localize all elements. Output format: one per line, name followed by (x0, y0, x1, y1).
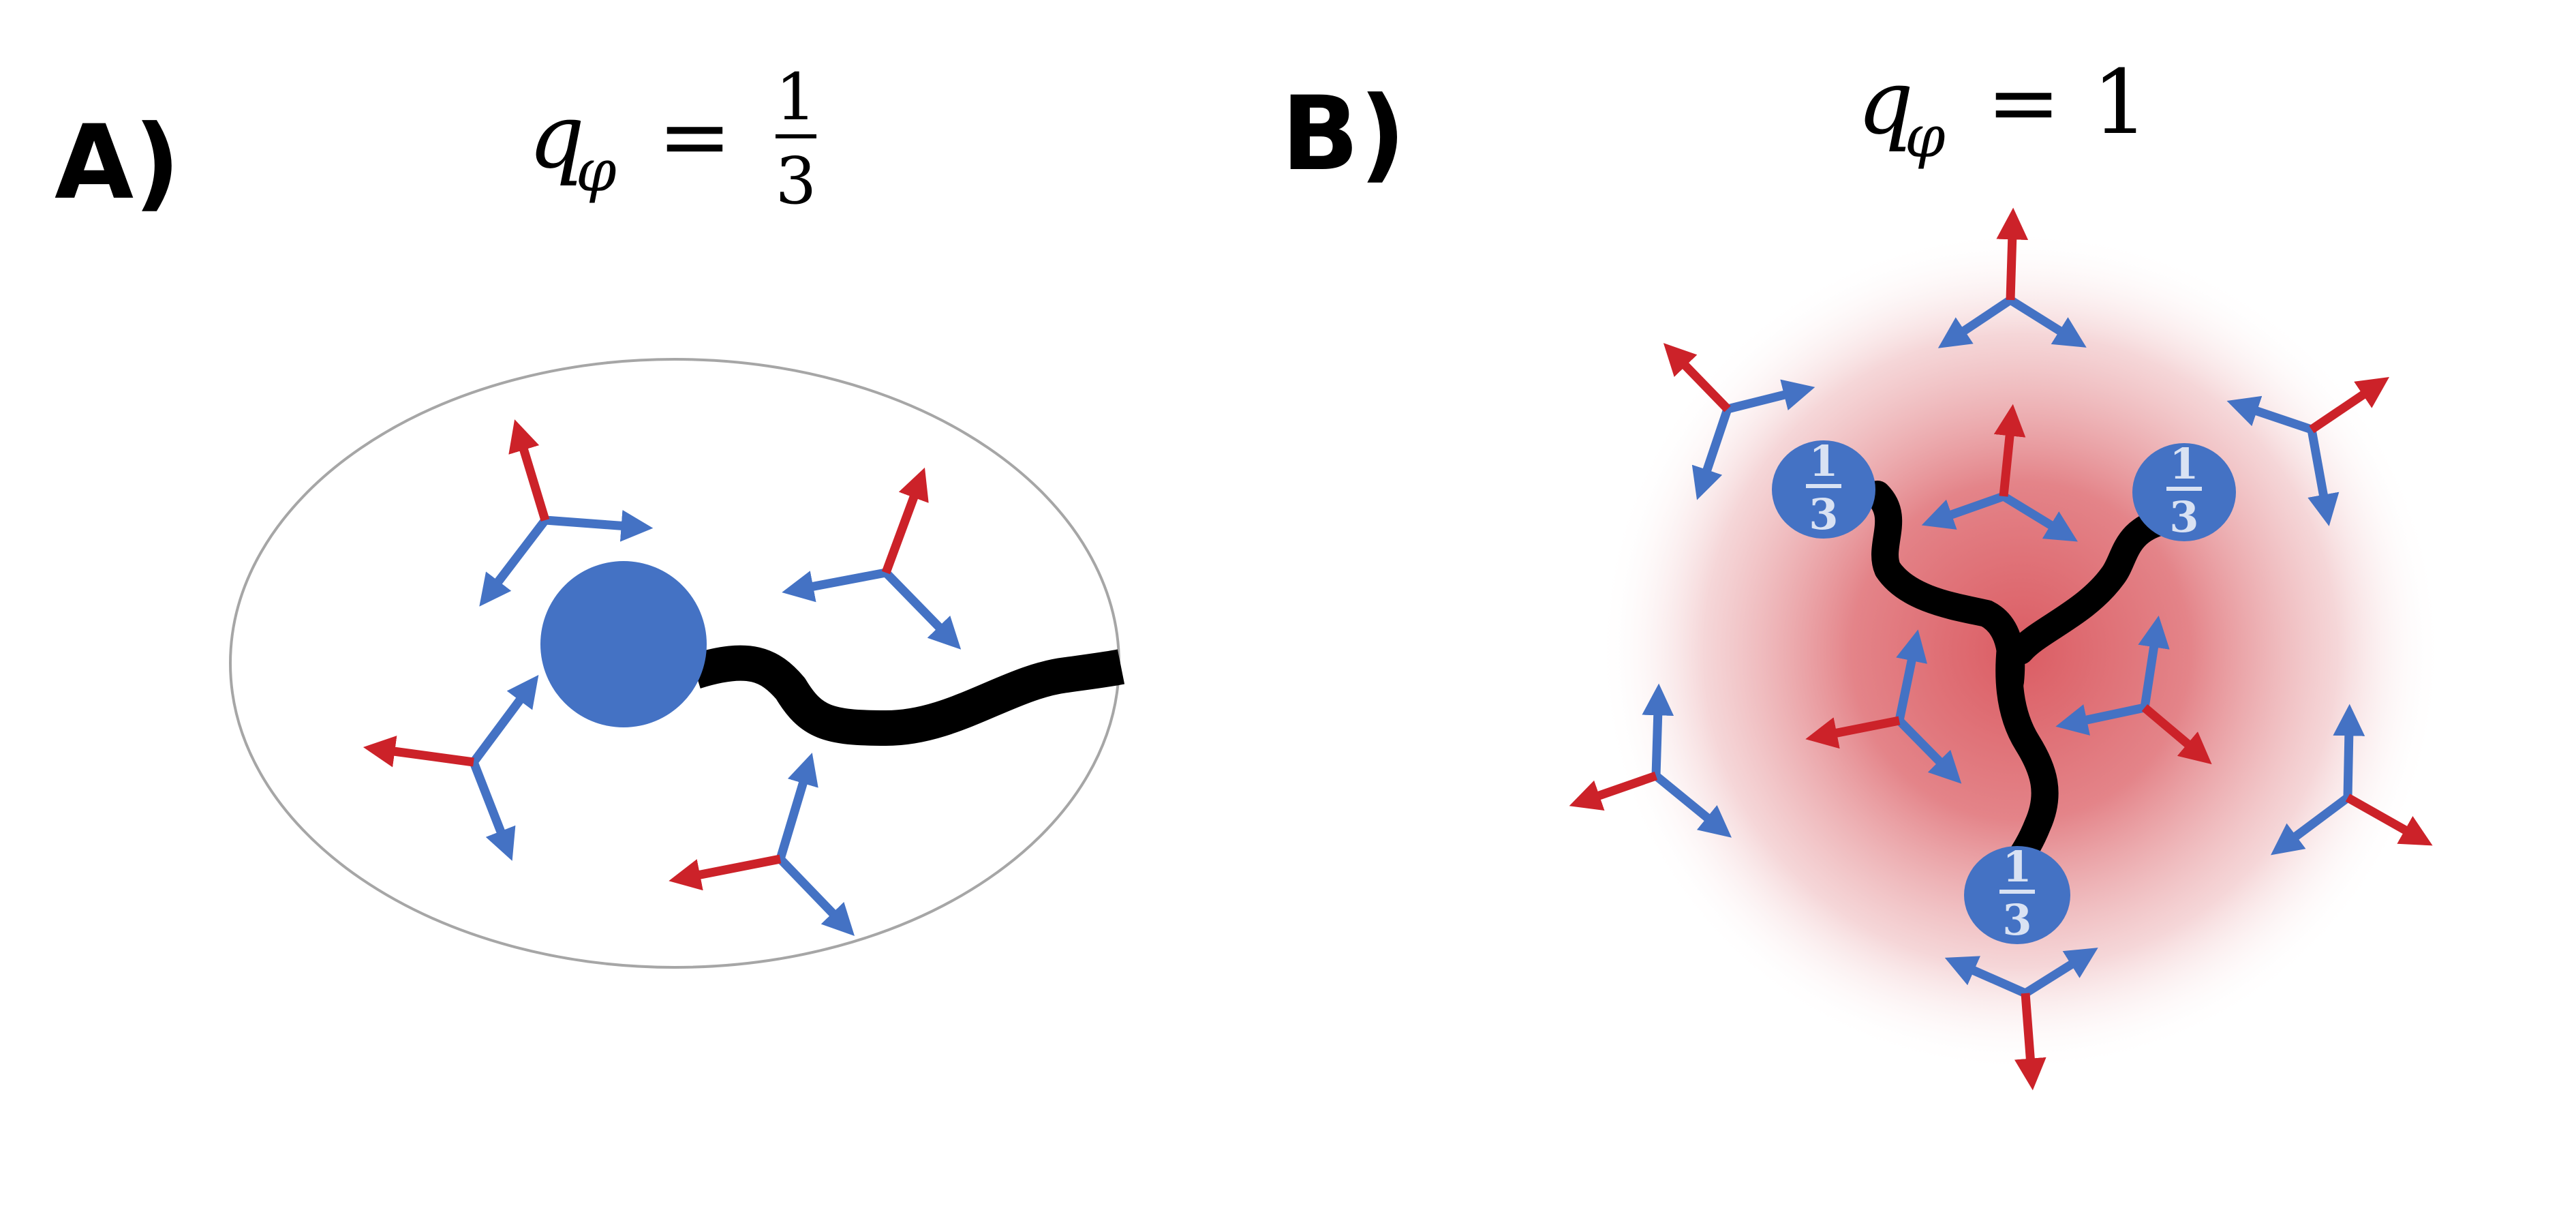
arrow-icon (1569, 771, 1658, 811)
arrow-triad-a2 (782, 467, 962, 650)
arrow-triad-b9 (1944, 948, 2098, 1091)
arrow-triad-b2 (1663, 343, 1815, 500)
quark-charge-denominator: 3 (1809, 489, 1838, 539)
charge-symbol: q (528, 85, 585, 188)
arrow-icon (1996, 207, 2029, 301)
arrow-icon (1642, 683, 1674, 776)
flux-string (690, 645, 1125, 746)
quark-left: 1 3 (1772, 436, 1875, 539)
arrow-triad-b5 (1805, 629, 1962, 784)
arrow-triad-a3 (363, 674, 539, 861)
quark-charge-numerator: 1 (2169, 439, 2198, 489)
arrow-icon (2309, 377, 2390, 434)
arrow-icon (2307, 428, 2340, 526)
panel-a-charge-equation: q φ = 1 3 (528, 60, 816, 219)
quark-charge-numerator: 1 (1809, 436, 1838, 486)
arrow-triad-a4 (669, 753, 855, 936)
flux-string-bottom (1995, 634, 2059, 876)
arrow-icon (470, 674, 539, 765)
arrow-icon (1805, 716, 1901, 749)
arrow-icon (1653, 772, 1732, 838)
arrow-triad-b3 (2226, 377, 2390, 526)
panel-b-charge-equation: q φ = 1 (1857, 50, 2149, 171)
arrow-icon (1993, 404, 2026, 497)
equals-sign: = (1987, 50, 2061, 154)
arrow-triad-b4 (1921, 404, 2078, 542)
charge-value: 1 (2092, 50, 2149, 154)
quark-disc (1772, 440, 1875, 539)
arrow-icon (508, 419, 550, 522)
arrow-icon (1663, 343, 1731, 412)
charge-denominator: 3 (776, 144, 816, 219)
arrow-icon (1921, 492, 2006, 530)
arrow-icon (469, 760, 516, 861)
arrow-icon (883, 569, 962, 650)
quark-bottom: 1 3 (1964, 842, 2070, 945)
quark-disc (1964, 846, 2070, 944)
quark-disc (2132, 443, 2236, 541)
quark-disc (540, 561, 707, 727)
arrow-icon (782, 568, 887, 603)
arrow-icon (1896, 717, 1962, 784)
quark-charge-numerator: 1 (2002, 842, 2031, 892)
arrow-triad-b8 (2271, 704, 2433, 856)
arrow-triad-b7 (1569, 683, 1732, 838)
arrow-triad-b6 (2055, 615, 2212, 765)
arrow-icon (2001, 492, 2078, 542)
flux-string-left (1864, 481, 2025, 695)
charge-subscript: φ (576, 138, 617, 205)
quark-charge-denominator: 3 (2169, 492, 2198, 542)
panel-b: B) q φ = 1 1 3 1 3 1 3 (1281, 50, 2443, 1091)
arrow-icon (2271, 794, 2350, 856)
panel-a-label: A) (55, 104, 181, 222)
arrow-icon (776, 753, 818, 860)
panel-a: A) q φ = 1 3 (55, 60, 1125, 969)
quark-right: 1 3 (2132, 439, 2236, 542)
arrow-triad-b1 (1937, 207, 2087, 348)
arrow-icon (2141, 704, 2212, 765)
arrow-icon (1726, 379, 1815, 414)
flux-string-right (2007, 506, 2184, 665)
y-shaped-flux-string (1864, 481, 2184, 876)
arrow-triad-a1 (479, 419, 654, 607)
arrow-icon (2023, 948, 2098, 997)
arrow-icon (2055, 703, 2146, 736)
arrow-icon (2138, 615, 2170, 708)
arrow-icon (2008, 296, 2087, 348)
quark-charge-denominator: 3 (2002, 895, 2031, 945)
arrow-icon (1944, 956, 2027, 997)
equals-sign: = (658, 85, 732, 188)
charge-numerator: 1 (776, 60, 816, 135)
arrow-icon (2333, 704, 2365, 798)
charge-symbol: q (1857, 50, 1914, 154)
arrow-icon (2014, 993, 2046, 1091)
arrow-icon (1937, 296, 2013, 348)
arrow-icon (1691, 407, 1732, 500)
arrow-icon (881, 467, 929, 575)
panel-b-label: B) (1281, 75, 1406, 194)
arrow-icon (2226, 395, 2314, 434)
arrow-icon (363, 736, 474, 768)
arrow-icon (479, 517, 549, 607)
arrow-icon (2345, 794, 2433, 846)
arrow-icon (669, 854, 782, 891)
arrow-icon (1895, 629, 1928, 722)
arrow-icon (545, 509, 654, 542)
arrow-icon (777, 856, 855, 936)
charge-subscript: φ (1905, 104, 1946, 171)
